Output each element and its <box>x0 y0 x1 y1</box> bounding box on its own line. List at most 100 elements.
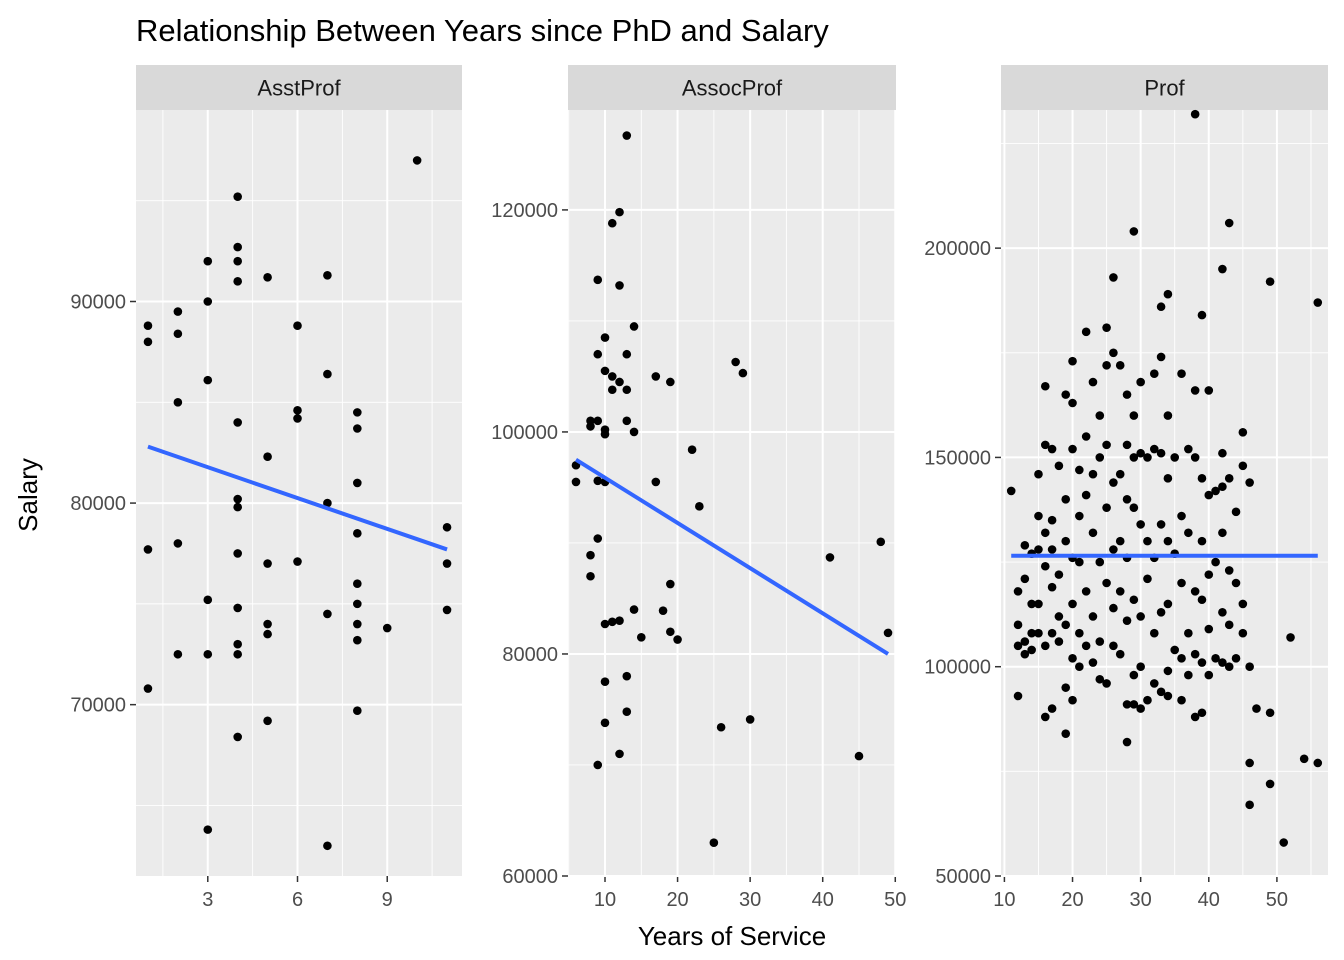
y-axis-title: Salary <box>13 458 43 532</box>
data-point <box>1034 599 1043 609</box>
data-point <box>1102 361 1111 370</box>
data-point <box>233 502 242 512</box>
data-point <box>1204 570 1214 579</box>
data-point <box>353 706 362 716</box>
regression-line <box>574 457 890 656</box>
data-point <box>673 635 682 644</box>
x-tick-label: 3 <box>202 889 213 911</box>
data-point <box>1061 620 1071 630</box>
data-point <box>293 406 302 415</box>
data-point <box>1197 474 1207 483</box>
data-point <box>1170 453 1180 462</box>
data-point <box>1109 641 1118 651</box>
data-point <box>203 825 213 834</box>
data-point <box>1034 469 1043 479</box>
data-point <box>1129 227 1139 236</box>
data-point <box>353 424 362 433</box>
data-point <box>1068 444 1077 454</box>
data-points <box>143 156 452 851</box>
data-point <box>1095 557 1105 567</box>
y-tick-label: 100000 <box>924 657 991 679</box>
data-point <box>1231 654 1241 663</box>
data-point <box>883 628 893 638</box>
data-point <box>1047 444 1057 454</box>
data-point <box>203 297 213 306</box>
data-point <box>600 366 610 376</box>
data-point <box>1184 628 1193 638</box>
data-point <box>1204 624 1214 634</box>
data-point <box>1224 620 1234 630</box>
data-point <box>600 677 610 687</box>
data-point <box>1034 545 1043 554</box>
data-point <box>1136 612 1145 621</box>
data-point <box>1129 411 1139 420</box>
data-point <box>1027 599 1036 609</box>
data-point <box>353 529 362 538</box>
data-point <box>323 498 332 508</box>
data-point <box>1122 616 1132 625</box>
data-point <box>233 418 242 427</box>
data-point <box>1088 469 1098 479</box>
data-point <box>1163 599 1173 609</box>
data-point <box>1020 541 1030 550</box>
data-point <box>600 718 610 728</box>
data-point <box>1013 691 1023 701</box>
data-point <box>1265 708 1275 718</box>
data-point <box>1218 482 1227 492</box>
data-point <box>1061 536 1071 546</box>
data-point <box>1115 469 1125 479</box>
x-tick-label: 30 <box>1130 889 1152 911</box>
data-point <box>323 369 332 379</box>
x-tick-label: 10 <box>993 889 1015 911</box>
data-point <box>1109 348 1118 358</box>
data-point <box>173 539 183 548</box>
x-tick-label: 50 <box>884 889 906 911</box>
data-point <box>622 671 632 681</box>
data-point <box>1122 737 1132 747</box>
data-point <box>1040 712 1050 722</box>
data-point <box>323 270 332 280</box>
data-point <box>353 579 362 589</box>
data-point <box>1190 386 1200 395</box>
data-point <box>615 207 624 217</box>
data-point <box>323 609 332 619</box>
data-point <box>1081 490 1091 500</box>
data-point <box>586 571 595 581</box>
facet-assocprof: AssocProf 10 20 30 40 50 60000 80000 100000 12000… <box>491 65 906 911</box>
data-point <box>1190 453 1200 462</box>
data-point <box>1149 369 1159 379</box>
data-point <box>1081 587 1091 596</box>
data-point <box>629 427 639 437</box>
data-point <box>1109 545 1118 554</box>
data-point <box>1129 453 1139 462</box>
data-point <box>738 368 748 378</box>
data-point <box>1054 612 1064 621</box>
chart-title: Relationship Between Years since PhD and… <box>136 13 829 48</box>
data-point <box>1068 599 1077 609</box>
data-point <box>143 684 153 693</box>
data-point <box>233 649 242 659</box>
data-point <box>1218 264 1227 274</box>
panel-background <box>568 110 896 876</box>
data-point <box>1047 515 1057 525</box>
panel-background <box>1001 110 1328 876</box>
data-point <box>1034 628 1043 638</box>
data-point <box>1040 381 1050 391</box>
data-point <box>1047 628 1057 638</box>
data-point <box>1068 654 1077 663</box>
data-point <box>593 534 603 543</box>
data-point <box>1040 528 1050 538</box>
data-point <box>1163 536 1173 546</box>
data-point <box>1068 695 1077 705</box>
data-point <box>1068 356 1077 366</box>
data-point <box>658 606 668 615</box>
facet-prof: Prof 10 20 30 40 50 50000 100000 150000 200000 <box>924 65 1328 911</box>
y-tick-label: 90000 <box>70 292 126 314</box>
data-point <box>263 619 272 629</box>
data-point <box>1313 758 1323 768</box>
data-point <box>571 477 581 487</box>
data-point <box>1170 645 1180 655</box>
facet-strip-label: AsstProf <box>257 76 341 101</box>
data-point <box>203 375 213 385</box>
